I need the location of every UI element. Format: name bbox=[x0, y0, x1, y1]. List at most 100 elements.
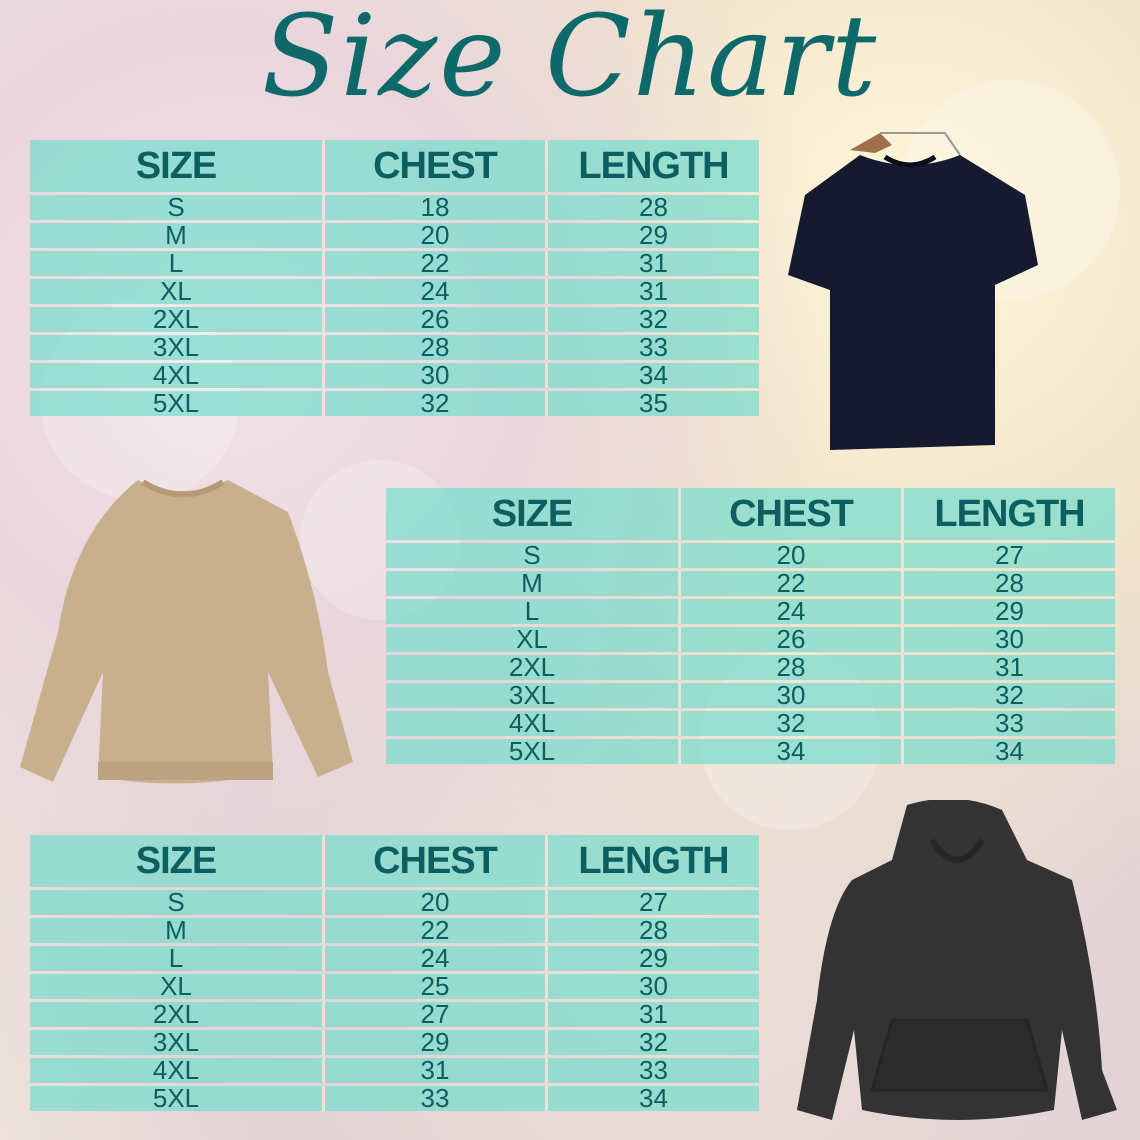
header-length: LENGTH bbox=[548, 140, 759, 192]
cell-length: 34 bbox=[548, 362, 759, 388]
cell-length: 32 bbox=[548, 1029, 759, 1055]
table-row: 3XL 29 32 bbox=[30, 1029, 759, 1055]
table-row: M 22 28 bbox=[386, 570, 1115, 596]
table-row: 4XL 30 34 bbox=[30, 362, 759, 388]
table-row: XL 26 30 bbox=[386, 626, 1115, 652]
header-size: SIZE bbox=[386, 488, 681, 540]
cell-length: 28 bbox=[548, 194, 759, 220]
table-row: XL 25 30 bbox=[30, 973, 759, 999]
sweatshirt-image bbox=[20, 479, 353, 784]
cell-length: 33 bbox=[904, 710, 1115, 736]
size-table-tshirt: SIZE CHEST LENGTH S 18 28 M 20 29 L 22 31 XL 24 31 2XL 2… bbox=[30, 140, 759, 420]
cell-size: S bbox=[30, 194, 325, 220]
cell-chest: 34 bbox=[681, 738, 904, 764]
cell-size: 2XL bbox=[30, 306, 325, 332]
cell-length: 34 bbox=[548, 1085, 759, 1111]
cell-length: 29 bbox=[548, 222, 759, 248]
header-length: LENGTH bbox=[904, 488, 1115, 540]
table-row: 3XL 30 32 bbox=[386, 682, 1115, 708]
cell-size: 5XL bbox=[30, 1085, 325, 1111]
cell-chest: 20 bbox=[325, 889, 548, 915]
cell-length: 29 bbox=[904, 598, 1115, 624]
cell-size: 4XL bbox=[386, 710, 681, 736]
cell-size: L bbox=[30, 250, 325, 276]
cell-chest: 22 bbox=[681, 570, 904, 596]
tshirt-image bbox=[788, 132, 1038, 450]
table-header: SIZE CHEST LENGTH bbox=[30, 140, 759, 192]
table-row: S 20 27 bbox=[30, 889, 759, 915]
cell-length: 30 bbox=[904, 626, 1115, 652]
cell-length: 31 bbox=[548, 1001, 759, 1027]
table-row: L 22 31 bbox=[30, 250, 759, 276]
table-row: 2XL 28 31 bbox=[386, 654, 1115, 680]
cell-chest: 30 bbox=[681, 682, 904, 708]
cell-chest: 31 bbox=[325, 1057, 548, 1083]
cell-chest: 24 bbox=[325, 278, 548, 304]
cell-chest: 18 bbox=[325, 194, 548, 220]
table-row: 4XL 31 33 bbox=[30, 1057, 759, 1083]
table-row: L 24 29 bbox=[386, 598, 1115, 624]
header-chest: CHEST bbox=[325, 835, 548, 887]
cell-length: 27 bbox=[904, 542, 1115, 568]
cell-length: 32 bbox=[548, 306, 759, 332]
header-length: LENGTH bbox=[548, 835, 759, 887]
cell-chest: 33 bbox=[325, 1085, 548, 1111]
table-row: 3XL 28 33 bbox=[30, 334, 759, 360]
cell-size: 4XL bbox=[30, 1057, 325, 1083]
table-row: 5XL 34 34 bbox=[386, 738, 1115, 764]
size-table-hoodie: SIZE CHEST LENGTH S 20 27 M 22 28 L 24 29 XL 25 30 2XL 2… bbox=[30, 835, 759, 1115]
table-row: 5XL 32 35 bbox=[30, 390, 759, 416]
cell-size: M bbox=[30, 222, 325, 248]
cell-chest: 32 bbox=[325, 390, 548, 416]
size-table-sweatshirt: SIZE CHEST LENGTH S 20 27 M 22 28 L 24 29 XL 26 30 2XL 2… bbox=[386, 488, 1115, 768]
table-row: M 20 29 bbox=[30, 222, 759, 248]
cell-size: M bbox=[386, 570, 681, 596]
cell-size: 2XL bbox=[386, 654, 681, 680]
cell-chest: 24 bbox=[681, 598, 904, 624]
cell-length: 31 bbox=[904, 654, 1115, 680]
cell-length: 35 bbox=[548, 390, 759, 416]
cell-length: 28 bbox=[904, 570, 1115, 596]
cell-chest: 32 bbox=[681, 710, 904, 736]
cell-size: XL bbox=[386, 626, 681, 652]
table-row: L 24 29 bbox=[30, 945, 759, 971]
cell-length: 34 bbox=[904, 738, 1115, 764]
cell-length: 30 bbox=[548, 973, 759, 999]
cell-size: M bbox=[30, 917, 325, 943]
cell-chest: 26 bbox=[681, 626, 904, 652]
header-size: SIZE bbox=[30, 140, 325, 192]
table-row: M 22 28 bbox=[30, 917, 759, 943]
cell-size: 2XL bbox=[30, 1001, 325, 1027]
cell-chest: 22 bbox=[325, 250, 548, 276]
cell-length: 33 bbox=[548, 1057, 759, 1083]
cell-size: 5XL bbox=[30, 390, 325, 416]
table-row: 5XL 33 34 bbox=[30, 1085, 759, 1111]
cell-length: 32 bbox=[904, 682, 1115, 708]
table-row: S 20 27 bbox=[386, 542, 1115, 568]
table-row: 2XL 26 32 bbox=[30, 306, 759, 332]
header-size: SIZE bbox=[30, 835, 325, 887]
cell-chest: 28 bbox=[325, 334, 548, 360]
hoodie-image bbox=[797, 800, 1117, 1120]
cell-chest: 27 bbox=[325, 1001, 548, 1027]
cell-chest: 20 bbox=[325, 222, 548, 248]
cell-chest: 24 bbox=[325, 945, 548, 971]
cell-chest: 29 bbox=[325, 1029, 548, 1055]
header-chest: CHEST bbox=[325, 140, 548, 192]
cell-size: XL bbox=[30, 278, 325, 304]
cell-size: 3XL bbox=[30, 334, 325, 360]
cell-chest: 25 bbox=[325, 973, 548, 999]
cell-size: L bbox=[386, 598, 681, 624]
cell-size: 3XL bbox=[386, 682, 681, 708]
cell-chest: 22 bbox=[325, 917, 548, 943]
header-chest: CHEST bbox=[681, 488, 904, 540]
cell-chest: 30 bbox=[325, 362, 548, 388]
cell-chest: 20 bbox=[681, 542, 904, 568]
table-row: XL 24 31 bbox=[30, 278, 759, 304]
cell-length: 27 bbox=[548, 889, 759, 915]
cell-size: XL bbox=[30, 973, 325, 999]
cell-size: L bbox=[30, 945, 325, 971]
cell-length: 29 bbox=[548, 945, 759, 971]
table-row: S 18 28 bbox=[30, 194, 759, 220]
cell-size: 5XL bbox=[386, 738, 681, 764]
